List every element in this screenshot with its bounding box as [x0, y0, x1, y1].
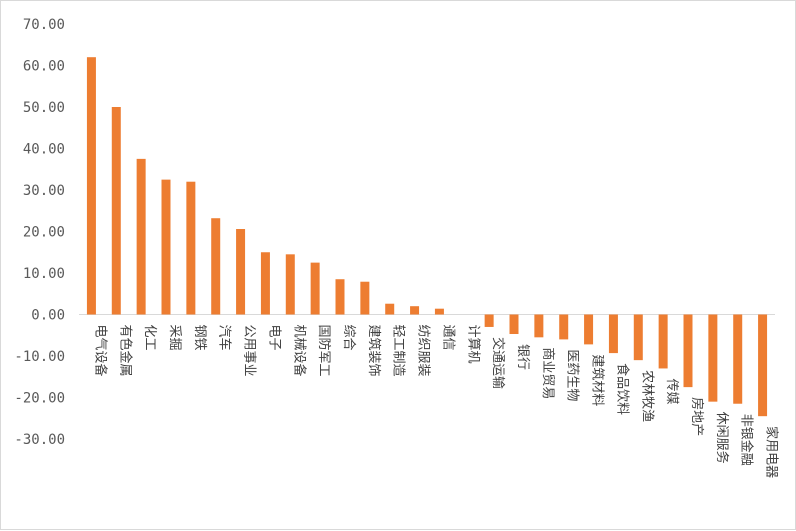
bar — [534, 314, 544, 338]
bar — [559, 314, 569, 340]
bar — [211, 218, 221, 315]
x-tick-label: 通信 — [440, 325, 455, 351]
x-tick-label: 轻工制造 — [391, 325, 406, 377]
bar — [236, 229, 246, 315]
x-tick-label: 化工 — [142, 325, 157, 351]
bar — [310, 262, 320, 315]
x-tick-label: 银行 — [515, 344, 530, 370]
bar — [260, 252, 270, 315]
bar — [86, 57, 96, 315]
y-tick-label: 60.00 — [23, 59, 65, 75]
x-tick-label: 家用电器 — [764, 426, 780, 478]
bar — [509, 314, 519, 335]
x-tick-label: 采掘 — [167, 325, 182, 351]
bar — [434, 308, 444, 315]
bar — [733, 314, 743, 404]
x-tick-label: 纺织服装 — [416, 325, 431, 377]
bar — [186, 181, 196, 315]
bar — [658, 314, 668, 369]
bars — [86, 57, 768, 417]
bar — [633, 314, 643, 361]
bar — [484, 314, 494, 327]
x-tick-label: 食品饮料 — [614, 363, 630, 415]
x-tick-label: 电子 — [266, 325, 281, 351]
y-tick-label: -30.00 — [14, 432, 65, 448]
y-tick-label: 40.00 — [23, 142, 65, 158]
x-tick-label: 商业贸易 — [540, 347, 555, 399]
bar — [136, 158, 146, 315]
y-tick-label: 10.00 — [23, 266, 65, 282]
y-tick-label: 70.00 — [23, 17, 65, 33]
bar — [360, 281, 370, 315]
x-tick-label: 有色金属 — [117, 325, 133, 377]
y-tick-label: 50.00 — [23, 100, 65, 116]
y-tick-label: -10.00 — [14, 349, 65, 365]
bar — [584, 314, 594, 345]
x-tick-label: 非银金融 — [739, 414, 755, 466]
bar — [758, 314, 768, 417]
bar — [410, 306, 420, 315]
y-axis-labels: 70.00 60.00 50.00 40.00 30.00 20.00 10.00 0.00 -… — [14, 17, 65, 448]
x-tick-label: 计算机 — [465, 325, 480, 364]
x-tick-label: 综合 — [341, 325, 356, 351]
x-tick-label: 建筑材料 — [590, 354, 606, 406]
x-tick-label: 交通运输 — [490, 337, 506, 389]
x-tick-label: 农林牧渔 — [639, 370, 654, 422]
bar — [683, 314, 693, 388]
x-tick-label: 建筑装饰 — [366, 325, 382, 377]
x-axis-labels: 电气设备 有色金属 化工 采掘 钢铁 汽车 公用事业 电子 机械设备 国防军工 综合 建筑装饰 轻工制造… — [92, 325, 779, 479]
y-tick-label: -20.00 — [14, 391, 65, 407]
bar — [708, 314, 718, 402]
bar — [111, 107, 121, 315]
x-tick-label: 休闲服务 — [714, 412, 730, 464]
bar — [161, 179, 171, 315]
bar — [285, 254, 295, 315]
x-tick-label: 汽车 — [217, 325, 233, 351]
bar — [335, 279, 345, 315]
x-tick-label: 钢铁 — [192, 325, 207, 351]
x-tick-label: 房地产 — [689, 397, 705, 436]
x-tick-label: 电气设备 — [92, 325, 108, 377]
y-tick-label: 20.00 — [23, 225, 65, 241]
x-tick-label: 医药生物 — [565, 349, 580, 401]
x-tick-label: 传媒 — [664, 378, 679, 404]
y-tick-label: 30.00 — [23, 183, 65, 199]
x-tick-label: 机械设备 — [291, 325, 307, 377]
y-tick-label: 0.00 — [31, 308, 65, 324]
x-tick-label: 国防军工 — [316, 325, 332, 377]
bar — [608, 314, 618, 354]
x-tick-label: 公用事业 — [242, 325, 257, 377]
bar — [385, 303, 395, 315]
